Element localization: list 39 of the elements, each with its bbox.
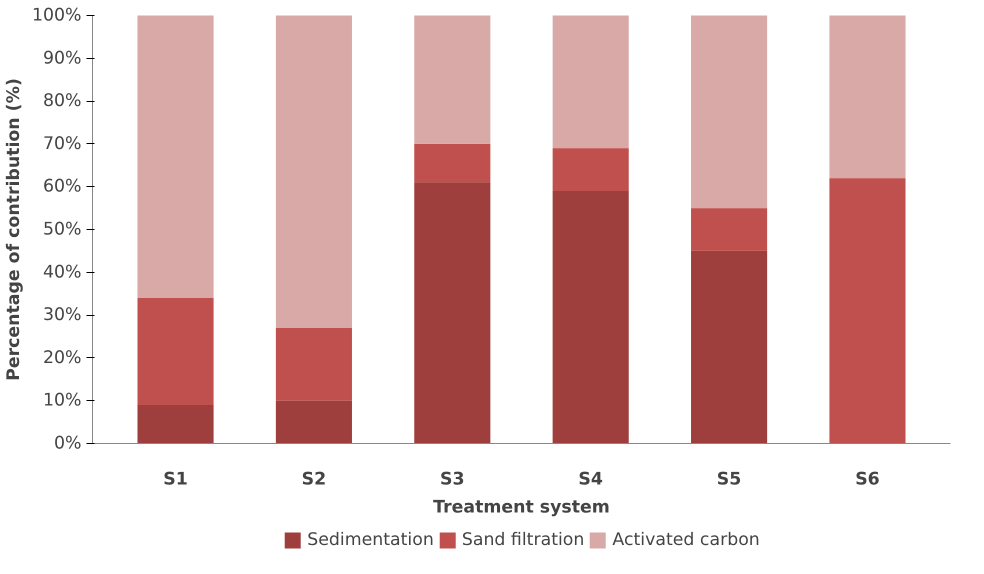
x-tick-label: S4	[578, 470, 603, 490]
y-tick-label: 90%	[42, 48, 82, 68]
bar	[276, 400, 352, 444]
bar	[552, 190, 629, 444]
x-tick-label: S3	[440, 470, 465, 490]
legend-label: Activated carbon	[612, 530, 760, 550]
x-tick-label: S2	[302, 470, 326, 490]
y-tick-label: 60%	[42, 176, 82, 197]
x-axis-title: Treatment system	[433, 498, 610, 518]
bar	[137, 404, 214, 444]
x-tick-label: S5	[716, 470, 742, 490]
y-tick-label: 20%	[42, 348, 82, 368]
legend-label: Sand filtration	[462, 530, 584, 550]
y-tick-label: 0%	[54, 434, 82, 454]
bar	[552, 148, 629, 191]
bar	[137, 298, 214, 405]
bar	[552, 16, 629, 148]
y-tick-label: 30%	[42, 305, 82, 326]
legend-label: Sedimentation	[307, 530, 434, 550]
bar	[414, 182, 490, 444]
bar	[276, 328, 352, 401]
bar	[137, 16, 214, 298]
bar	[414, 144, 490, 182]
y-tick-label: 70%	[42, 134, 82, 154]
x-tick-label: S1	[163, 470, 188, 490]
y-tick-label: 100%	[32, 6, 82, 26]
bar	[691, 250, 768, 444]
bar	[829, 178, 906, 444]
bar	[829, 16, 906, 178]
y-tick-label: 80%	[42, 91, 82, 112]
bar	[691, 208, 768, 251]
bar	[414, 16, 490, 144]
y-tick-label: 10%	[42, 390, 82, 411]
y-tick-label: 50%	[42, 220, 82, 240]
bar	[691, 16, 768, 208]
bar	[276, 16, 352, 328]
y-tick-label: 40%	[42, 262, 82, 282]
x-tick-label: S6	[855, 470, 880, 490]
y-axis-title: Percentage of contribution (%)	[4, 78, 24, 381]
